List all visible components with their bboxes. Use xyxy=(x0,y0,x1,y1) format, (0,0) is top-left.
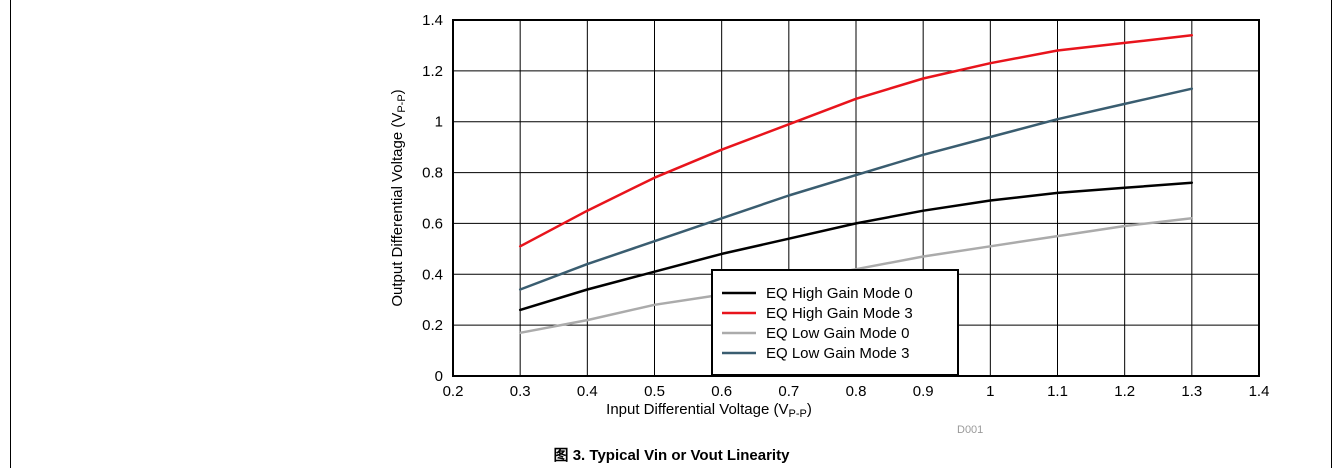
x-tick-label: 1 xyxy=(986,383,994,400)
series-line-1 xyxy=(518,34,1194,248)
legend-label-3: EQ Low Gain Mode 3 xyxy=(766,345,909,362)
x-tick-label: 0.2 xyxy=(443,383,464,400)
page-frame-right-border xyxy=(1331,0,1332,468)
x-tick-label: 0.5 xyxy=(644,383,665,400)
x-tick-label: 1.4 xyxy=(1249,383,1270,400)
y-axis-title: Output Differential Voltage (VP-P) xyxy=(389,89,408,306)
page-frame-left-border xyxy=(10,0,11,468)
x-tick-label: 1.3 xyxy=(1181,383,1202,400)
x-tick-label: 1.2 xyxy=(1114,383,1135,400)
x-tick-label: 0.8 xyxy=(846,383,867,400)
y-tick-label: 0.4 xyxy=(422,266,443,283)
legend-label-0: EQ High Gain Mode 0 xyxy=(766,285,913,302)
y-tick-label: 0.8 xyxy=(422,165,443,182)
x-tick-label: 0.9 xyxy=(913,383,934,400)
legend: EQ High Gain Mode 0 EQ High Gain Mode 3 EQ… xyxy=(711,269,959,376)
x-tick-label: 0.3 xyxy=(510,383,531,400)
y-tick-label: 0 xyxy=(435,368,443,385)
line-chart: 0.2 0.3 0.4 0.5 0.6 0.7 0.8 0.9 1 1.1 1.2 1.3 1.4 00… xyxy=(389,12,1270,436)
y-tick-label: 1 xyxy=(435,114,443,131)
figure-id-label: D001 xyxy=(957,424,983,436)
series-line-0 xyxy=(518,181,1194,312)
y-tick-label: 1.4 xyxy=(422,12,443,29)
x-tick-label: 0.6 xyxy=(711,383,732,400)
series-line-3 xyxy=(518,87,1194,291)
legend-box xyxy=(711,269,959,376)
x-axis-title: Input Differential Voltage (VP-P) xyxy=(606,401,812,420)
y-tick-label: 0.2 xyxy=(422,317,443,334)
x-tick-label: 0.4 xyxy=(577,383,598,400)
figure-caption: 图 3. Typical Vin or Vout Linearity xyxy=(553,447,790,464)
y-tick-label: 1.2 xyxy=(422,63,443,80)
legend-label-1: EQ High Gain Mode 3 xyxy=(766,305,913,322)
legend-label-2: EQ Low Gain Mode 0 xyxy=(766,325,909,342)
x-tick-label: 1.1 xyxy=(1047,383,1068,400)
x-tick-label: 0.7 xyxy=(778,383,799,400)
y-tick-label: 0.6 xyxy=(422,215,443,232)
x-axis-ticks: 0.2 0.3 0.4 0.5 0.6 0.7 0.8 0.9 1 1.1 1.2 1.3 1.4 xyxy=(443,383,1270,400)
y-axis-ticks: 0 0.2 0.4 0.6 0.8 1 1.2 1.4 xyxy=(422,12,443,385)
